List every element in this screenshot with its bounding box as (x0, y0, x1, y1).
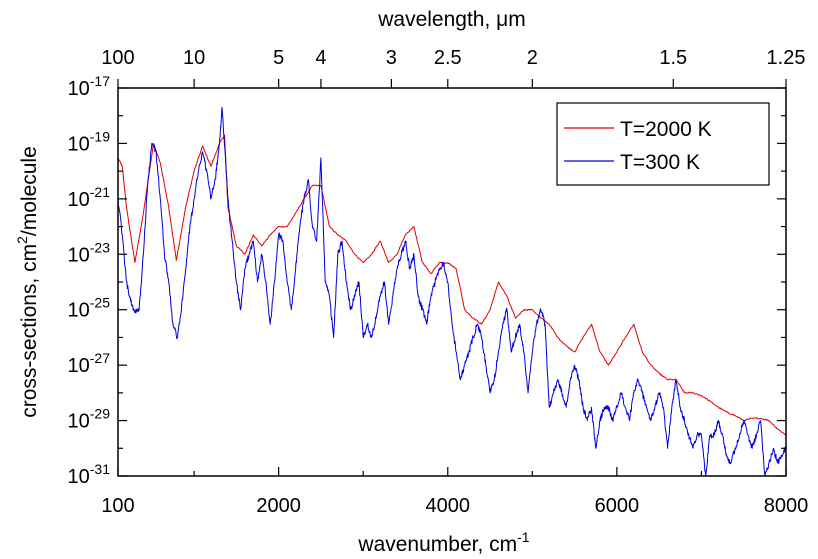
x-tick-label: 6000 (595, 495, 640, 517)
y-tick-label: 10-19 (68, 128, 111, 155)
top-tick-label: 2 (527, 47, 538, 69)
y-tick-label: 10-21 (68, 184, 111, 211)
top-tick-label: 2.5 (434, 47, 462, 69)
y-tick-label: 10-27 (68, 350, 111, 377)
x-tick-label: 8000 (764, 495, 809, 517)
top-tick-label: 3 (386, 47, 397, 69)
legend-box (556, 102, 770, 186)
series-line-300k (117, 106, 787, 477)
x-tick-label: 2000 (256, 495, 301, 517)
legend-label-300k: T=300 K (620, 151, 700, 174)
top-tick-label: 1.25 (767, 47, 806, 69)
top-tick-label: 5 (273, 47, 284, 69)
series-layer (117, 106, 787, 477)
y-tick-label: 10-29 (68, 406, 111, 433)
y-axis-title-text: cross-sections, cm (18, 244, 41, 418)
y-tick-label: 10-23 (68, 239, 111, 266)
y-tick-label: 10-17 (68, 73, 111, 100)
tick-layer (117, 79, 787, 477)
top-tick-label: 4 (315, 47, 326, 69)
legend-label-2000k: T=2000 K (620, 118, 712, 141)
label-layer: 100 2000 4000 6000 8000 100 10 5 4 3 2.5 2 1.5 1.25 10… (68, 47, 809, 517)
x-axis-title-text: wavenumber, cm (357, 533, 517, 556)
y-axis-title: cross-sections, cm2/molecule (14, 146, 41, 418)
x-axis-title: wavenumber, cm-1 (357, 529, 529, 556)
y-axis-title-superscript: 2 (14, 236, 30, 244)
top-tick-label: 100 (101, 47, 134, 69)
x-tick-label: 100 (101, 495, 134, 517)
y-axis-title-tail: /molecule (18, 146, 41, 236)
top-x-axis-title: wavelength, μm (377, 8, 526, 31)
x-tick-label: 4000 (426, 495, 471, 517)
top-tick-label: 1.5 (659, 47, 687, 69)
y-tick-label: 10-25 (68, 295, 111, 322)
legend: T=2000 K T=300 K (556, 102, 770, 186)
x-axis-title-superscript: -1 (517, 529, 530, 545)
y-tick-label: 10-31 (68, 461, 111, 488)
top-tick-label: 10 (183, 47, 205, 69)
